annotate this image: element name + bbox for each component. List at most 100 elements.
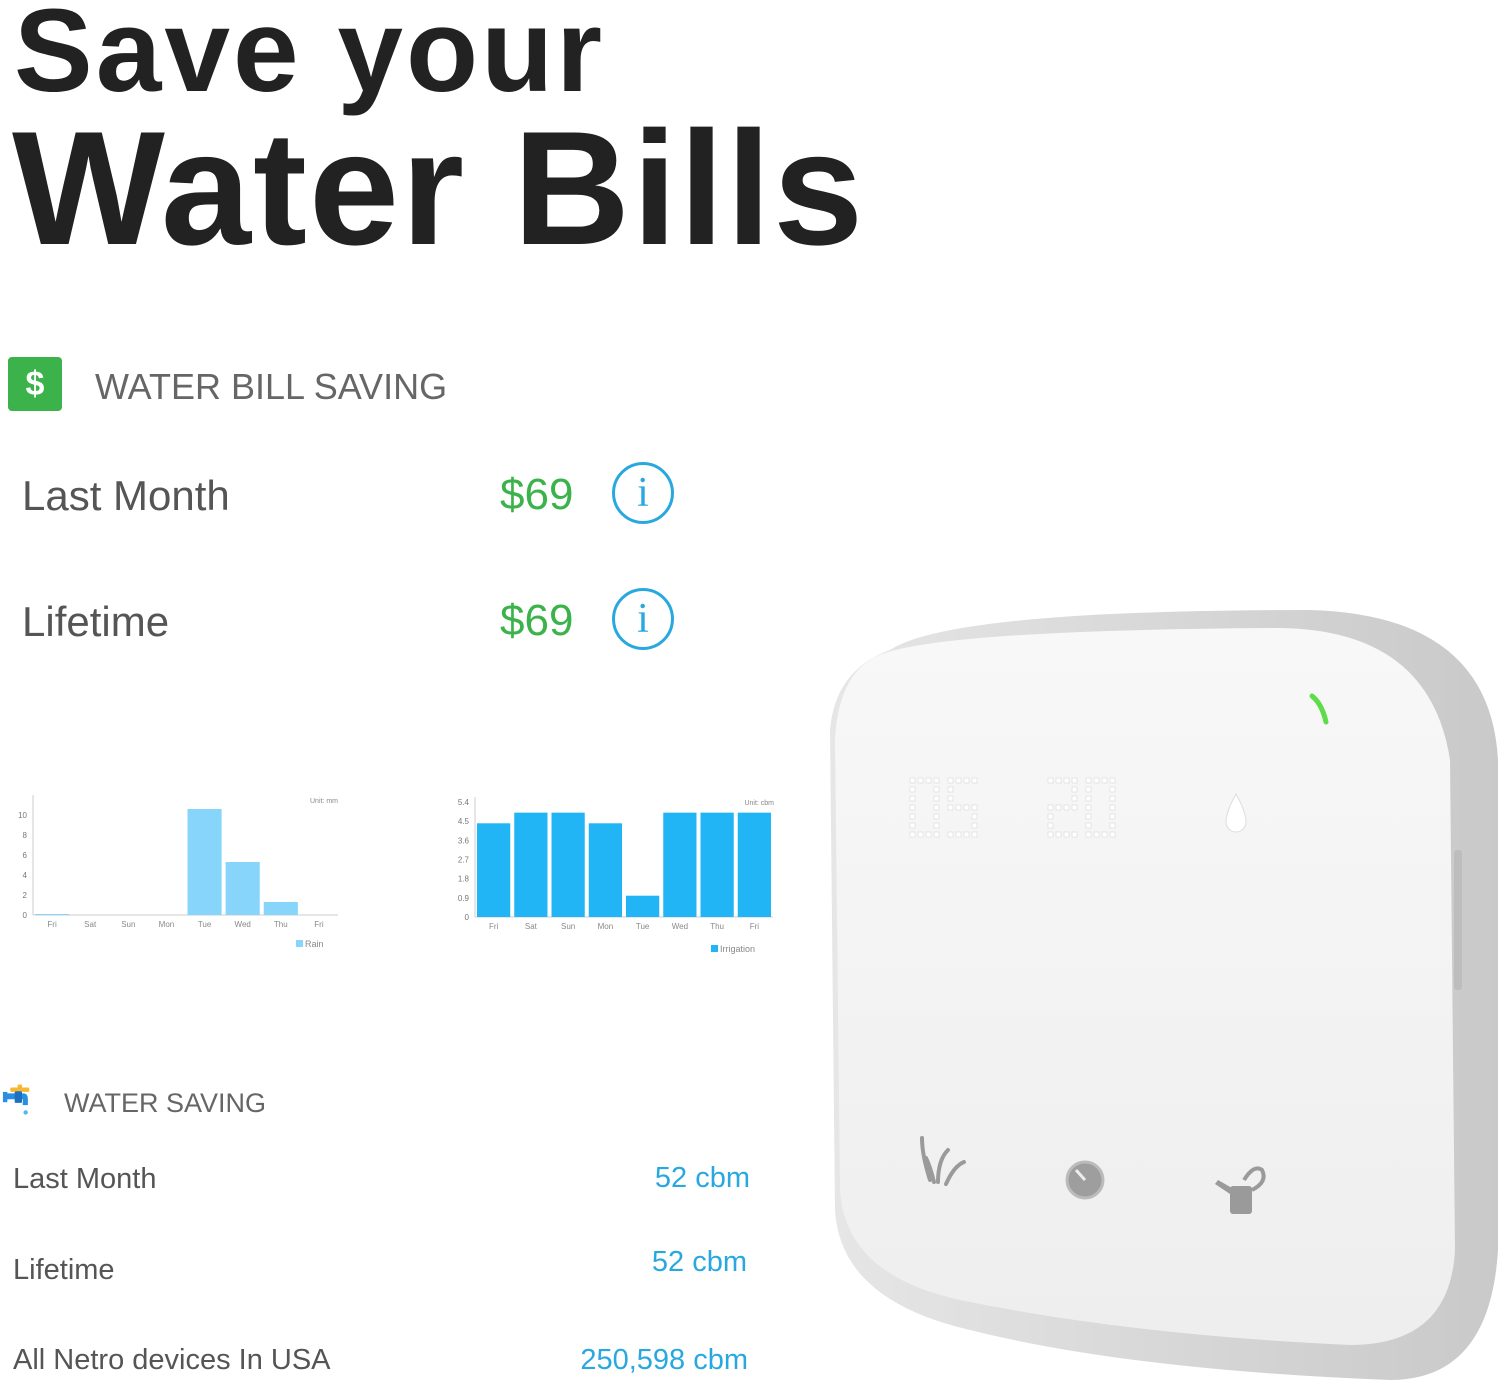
y-tick-label: 4.5 — [458, 817, 470, 826]
bar — [225, 862, 260, 915]
y-tick-label: 8 — [23, 831, 28, 840]
display-dot — [947, 831, 954, 838]
y-tick-label: 2 — [23, 891, 28, 900]
display-dot — [1109, 813, 1116, 820]
display-dot — [909, 804, 916, 811]
display-dot — [1085, 786, 1092, 793]
display-dot — [909, 795, 916, 802]
legend-label: Rain — [305, 939, 324, 949]
display-dot — [1101, 831, 1108, 838]
display-dot — [971, 804, 978, 811]
section-title: WATER BILL SAVING — [95, 366, 448, 407]
display-dot — [1055, 831, 1062, 838]
x-tick-label: Sun — [121, 920, 135, 929]
display-dot — [1093, 831, 1100, 838]
y-tick-label: 1.8 — [458, 875, 470, 884]
legend-swatch — [296, 940, 303, 947]
display-dot — [909, 831, 916, 838]
bar — [663, 812, 697, 917]
display-dot — [971, 813, 978, 820]
display-dot — [925, 777, 932, 784]
rain-chart: 0 2 4 6 8 10 Fri Sat Sun Mon Tue Wed Thu Fri Unit: mm R… — [18, 795, 338, 949]
display-dot — [947, 786, 954, 793]
bar — [514, 812, 548, 917]
display-dot — [1109, 786, 1116, 793]
display-dot — [1055, 804, 1062, 811]
display-dot — [947, 795, 954, 802]
x-tick-label: Tue — [636, 922, 650, 931]
section-title: WATER SAVING — [64, 1088, 267, 1118]
display-dot — [947, 777, 954, 784]
last-month-value: 52 cbm — [654, 1162, 750, 1194]
bar — [588, 823, 622, 917]
display-dot — [933, 795, 940, 802]
x-tick-label: Wed — [235, 920, 251, 929]
display-dot — [1109, 795, 1116, 802]
display-dot — [1085, 813, 1092, 820]
x-tick-label: Fri — [489, 922, 499, 931]
lifetime-label: Lifetime — [22, 598, 170, 645]
display-dot — [971, 831, 978, 838]
display-dot — [1071, 777, 1078, 784]
display-dot — [925, 831, 932, 838]
display-dot — [947, 804, 954, 811]
display-dot — [971, 822, 978, 829]
display-dot — [1047, 804, 1054, 811]
display-dot — [933, 777, 940, 784]
display-dot — [1109, 777, 1116, 784]
bar — [263, 902, 298, 915]
display-dot — [933, 831, 940, 838]
bar — [700, 812, 734, 917]
legend-label: Irrigation — [720, 944, 755, 954]
info-icon[interactable]: i — [612, 588, 674, 650]
x-tick-label: Tue — [198, 920, 212, 929]
last-month-label: Last Month — [22, 472, 230, 519]
display-dot — [1063, 804, 1070, 811]
all-devices-label: All Netro devices In USA — [13, 1344, 331, 1376]
faucet-icon — [2, 1084, 30, 1115]
display-dot — [1109, 831, 1116, 838]
watering-can-icon — [1215, 1166, 1266, 1214]
x-tick-label: Sat — [525, 922, 538, 931]
x-tick-label: Thu — [710, 922, 724, 931]
unit-label: Unit: cbm — [744, 800, 774, 807]
y-tick-label: 0 — [23, 911, 28, 920]
display-dot — [1071, 786, 1078, 793]
bar — [187, 809, 222, 915]
headline-line1: Save your — [14, 0, 606, 117]
droplet-icon — [1225, 792, 1247, 833]
x-tick-label: Mon — [598, 922, 614, 931]
info-icon[interactable]: i — [612, 462, 674, 524]
x-tick-label: Fri — [314, 920, 324, 929]
display-dot — [1055, 777, 1062, 784]
last-month-label: Last Month — [13, 1163, 157, 1195]
bar — [626, 895, 660, 917]
display-dot — [1085, 822, 1092, 829]
display-dot — [1047, 822, 1054, 829]
display-dot — [1109, 822, 1116, 829]
display-dot — [917, 831, 924, 838]
display-dot — [963, 831, 970, 838]
display-dot — [1085, 831, 1092, 838]
lifetime-label: Lifetime — [13, 1254, 115, 1286]
display-dot — [1047, 813, 1054, 820]
x-tick-label: Wed — [672, 922, 688, 931]
bar — [35, 914, 70, 915]
lifetime-value: 52 cbm — [651, 1246, 747, 1278]
lifetime-value: $69 — [500, 596, 574, 645]
bar — [477, 823, 511, 917]
headline-line2: Water Bills — [12, 98, 866, 279]
display-dot — [909, 786, 916, 793]
display-dot — [1063, 831, 1070, 838]
all-devices-value: 250,598 cbm — [580, 1344, 748, 1376]
legend-swatch — [711, 945, 718, 952]
display-dot — [1085, 795, 1092, 802]
x-tick-label: Sat — [84, 920, 97, 929]
display-dot — [971, 777, 978, 784]
display-dot — [909, 822, 916, 829]
display-dot — [933, 822, 940, 829]
sprinkler-controller-device — [830, 610, 1498, 1380]
x-tick-label: Sun — [561, 922, 575, 931]
x-tick-label: Thu — [274, 920, 288, 929]
display-dot — [909, 777, 916, 784]
